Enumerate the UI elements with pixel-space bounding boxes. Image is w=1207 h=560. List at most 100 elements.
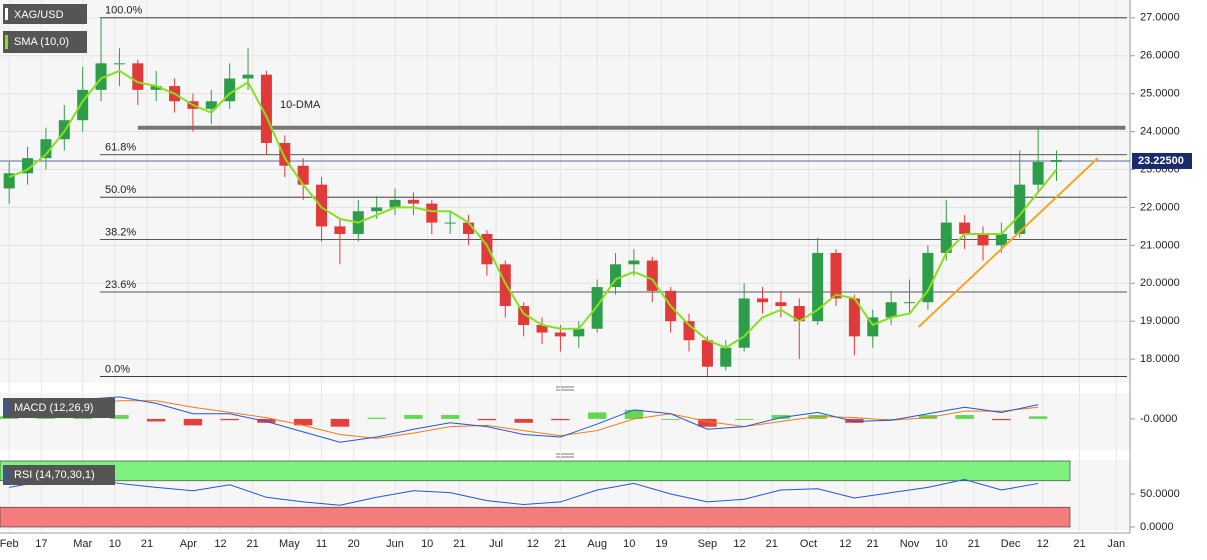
x-tick-label: 21 bbox=[141, 538, 153, 550]
candle-body bbox=[224, 78, 236, 102]
legend-box bbox=[3, 4, 87, 24]
x-tick-label: 12 bbox=[527, 538, 539, 550]
x-tick-label: Oct bbox=[800, 538, 817, 550]
x-tick-label: 21 bbox=[867, 538, 879, 550]
candle-body bbox=[959, 222, 971, 234]
candle-body bbox=[334, 226, 346, 234]
y-tick-label: 26.0000 bbox=[1140, 50, 1180, 62]
macd-histogram-bar bbox=[293, 418, 313, 426]
legend-box bbox=[3, 465, 115, 485]
x-tick-label: Jun bbox=[386, 538, 404, 550]
x-tick-label: 21 bbox=[1073, 538, 1085, 550]
y-tick-label: 25.0000 bbox=[1140, 88, 1180, 100]
price-panel bbox=[0, 0, 1130, 383]
candle-body bbox=[205, 101, 217, 109]
x-tick-label: 21 bbox=[968, 538, 980, 550]
fib-label: 23.6% bbox=[105, 279, 136, 291]
x-tick-label: Apr bbox=[180, 538, 197, 550]
macd-histogram-bar bbox=[404, 415, 423, 419]
x-tick-label: Nov bbox=[900, 538, 920, 550]
candle-body bbox=[463, 222, 475, 234]
candle-body bbox=[279, 142, 291, 166]
last-price-box bbox=[1132, 152, 1192, 169]
x-tick-label: 10 bbox=[623, 538, 635, 550]
sma-line bbox=[8, 69, 1058, 349]
x-tick-label: 12 bbox=[839, 538, 851, 550]
macd-histogram-bar bbox=[367, 417, 386, 419]
legend-rsi: RSI (14,70,30,1) bbox=[14, 469, 95, 481]
x-tick-label: 11 bbox=[316, 538, 327, 550]
macd-histogram-bar bbox=[881, 418, 901, 420]
x-tick-label: Dec bbox=[1001, 538, 1021, 550]
x-tick-label: 17 bbox=[35, 538, 47, 550]
candle-body bbox=[793, 306, 805, 322]
x-tick-label: Mar bbox=[73, 538, 92, 550]
candle-body bbox=[554, 332, 566, 337]
x-tick-label: 10 bbox=[109, 538, 121, 550]
candle-body bbox=[3, 173, 15, 189]
rsi-line bbox=[9, 477, 1039, 506]
macd-panel bbox=[0, 393, 1130, 450]
legend: XAG/USD SMA (10,0) MACD (12,26,9) RSI (1… bbox=[3, 4, 115, 485]
candle-body bbox=[646, 260, 658, 291]
candle-body bbox=[720, 347, 732, 367]
legend-macd: MACD (12,26,9) bbox=[14, 402, 93, 414]
legend-box bbox=[3, 31, 87, 53]
y-tick-label: 22.0000 bbox=[1140, 201, 1180, 213]
x-tick-label: Aug bbox=[587, 538, 607, 550]
candle-body bbox=[297, 165, 309, 185]
candle-body bbox=[260, 74, 272, 143]
candle-body bbox=[40, 139, 52, 159]
candle-body bbox=[426, 203, 438, 223]
overbought-zone bbox=[0, 460, 1071, 482]
candle-body bbox=[95, 63, 107, 90]
oversold-zone bbox=[0, 506, 1071, 528]
legend-title: XAG/USD bbox=[14, 9, 64, 21]
x-tick-label: 21 bbox=[453, 538, 465, 550]
macd-histogram-bar bbox=[1028, 416, 1048, 419]
candle-body bbox=[407, 199, 419, 204]
macd-histogram-bar bbox=[771, 415, 791, 419]
candle-body bbox=[904, 302, 916, 304]
y-tick-label: 19.0000 bbox=[1140, 315, 1180, 327]
candle-body bbox=[132, 63, 144, 90]
x-tick-label: Sep bbox=[698, 538, 718, 550]
macd-histogram-bar bbox=[551, 418, 570, 421]
candle-body bbox=[977, 233, 989, 246]
candle-body bbox=[316, 184, 328, 227]
x-tick-label: 12 bbox=[733, 538, 745, 550]
y-tick-label: -0.0000 bbox=[1140, 413, 1177, 425]
candle-body bbox=[812, 252, 824, 322]
candle-body bbox=[1050, 160, 1063, 162]
candle-body bbox=[150, 86, 162, 90]
candle-body bbox=[940, 222, 952, 253]
macd-histogram-bar bbox=[587, 412, 607, 419]
candle-body bbox=[481, 233, 493, 265]
x-tick-label: 10 bbox=[421, 538, 433, 550]
legend-swatch bbox=[5, 35, 8, 49]
macd-histogram-bar bbox=[734, 418, 754, 420]
sma-annotation: 10-DMA bbox=[280, 99, 321, 111]
x-tick-label: 12 bbox=[214, 538, 226, 550]
candle-body bbox=[1032, 161, 1044, 185]
fib-label: 50.0% bbox=[105, 184, 136, 196]
x-tick-label: 12 bbox=[1037, 538, 1049, 550]
x-tick-label: 19 bbox=[655, 538, 667, 550]
candle-body bbox=[867, 317, 879, 337]
macd-histogram-bar bbox=[624, 409, 644, 419]
last-price-label: 23.22500 bbox=[1138, 155, 1184, 167]
candle-body bbox=[610, 264, 622, 288]
candle-body bbox=[22, 158, 34, 174]
candle-body bbox=[518, 306, 530, 325]
x-tick-label: Jan bbox=[1107, 538, 1125, 550]
x-tick-label: 21 bbox=[766, 538, 778, 550]
macd-histogram-bar bbox=[146, 418, 166, 422]
candle-body bbox=[683, 321, 695, 341]
candle-body bbox=[775, 302, 787, 307]
macd-histogram-bar bbox=[918, 415, 938, 419]
candle-body bbox=[922, 252, 934, 303]
macd-histogram-bar bbox=[257, 418, 276, 423]
legend-box bbox=[3, 398, 115, 418]
